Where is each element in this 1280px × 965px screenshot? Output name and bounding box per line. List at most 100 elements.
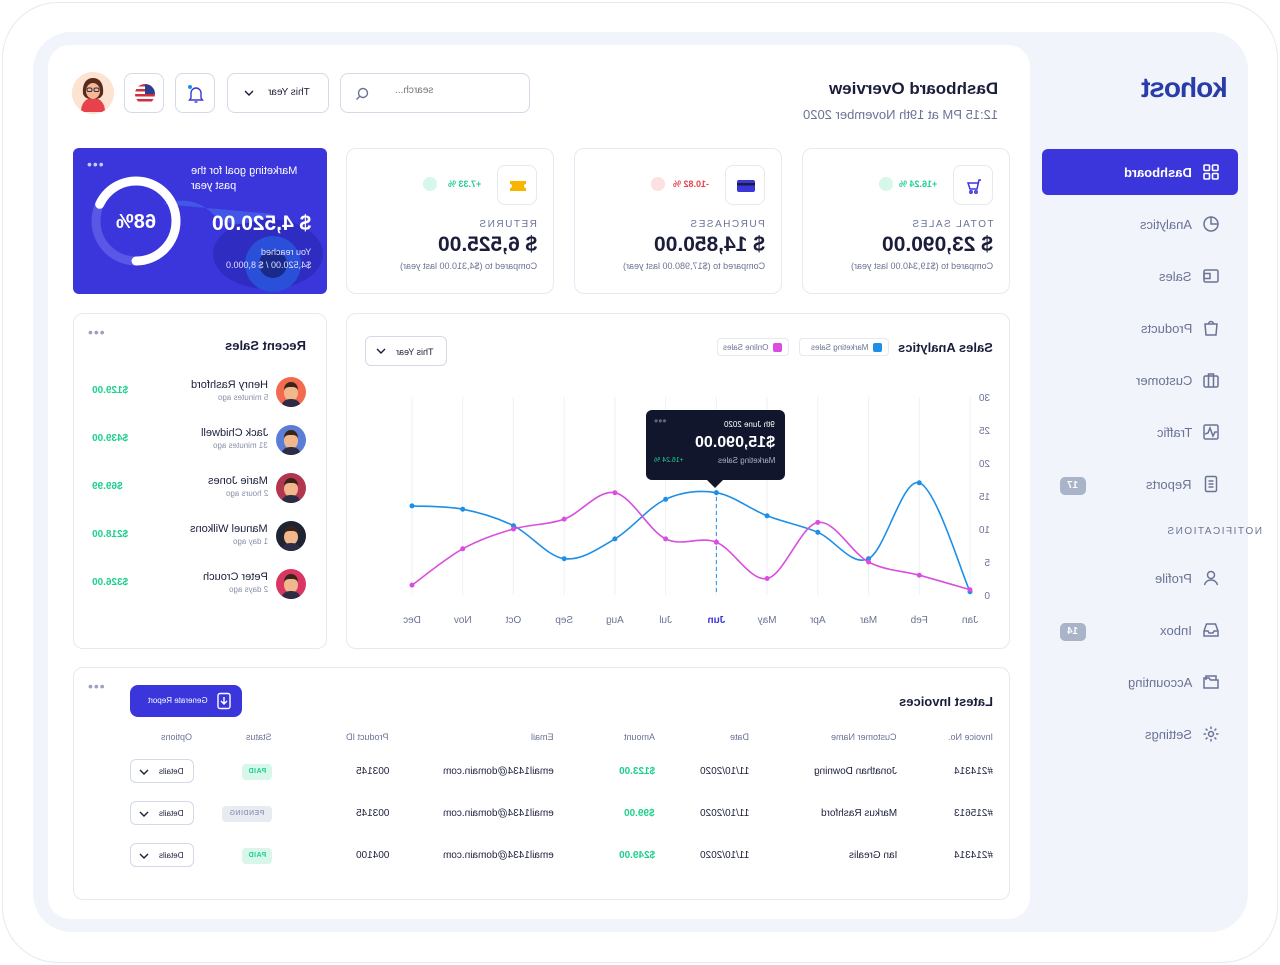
recent-sale-row[interactable]: Peter Crouch 2 days ago $326.00 — [74, 569, 326, 617]
data-point[interactable] — [967, 587, 973, 593]
data-point[interactable] — [815, 529, 821, 535]
data-point[interactable] — [815, 519, 821, 525]
customer-name: Marie Jones — [208, 475, 268, 487]
data-point[interactable] — [916, 572, 922, 578]
data-point[interactable] — [460, 546, 466, 552]
data-point[interactable] — [866, 559, 872, 565]
card-menu-dots[interactable]: ••• — [88, 678, 106, 694]
stat-card-purchases[interactable]: -10.82 % PURCHASES $ 14,850.00 Compared … — [574, 148, 782, 294]
recent-sale-row[interactable]: Manuel Wilkons 1 day ago $218.00 — [74, 521, 326, 569]
sidebar-item-analytics[interactable]: Analytics — [1042, 201, 1238, 247]
data-point[interactable] — [612, 490, 618, 496]
data-point[interactable] — [612, 536, 618, 542]
search-input[interactable] — [395, 85, 515, 96]
data-point[interactable] — [510, 526, 516, 532]
sidebar-item-profile[interactable]: Profile — [1042, 555, 1238, 601]
sales-analytics-card: Sales Analytics Marketing Sales Online S… — [346, 313, 1010, 649]
y-tick-label: 25 — [978, 426, 990, 437]
data-point[interactable] — [460, 506, 466, 512]
search-box[interactable] — [340, 73, 530, 113]
status-badge: PAID — [242, 764, 272, 780]
recent-sale-row[interactable]: Jack Chidwell 31 minutes ago $439.00 — [74, 425, 326, 473]
stat-change: +7.33 % — [447, 179, 481, 189]
data-point[interactable] — [409, 582, 415, 588]
stat-label: TOTAL SALES — [910, 219, 993, 230]
cart-icon — [966, 179, 981, 194]
bell-icon — [188, 85, 204, 103]
x-tick-label: Nov — [454, 615, 472, 626]
sidebar-item-products[interactable]: Products — [1042, 305, 1238, 351]
details-dropdown[interactable]: Details — [130, 843, 194, 867]
card-menu-dots[interactable]: ••• — [88, 324, 106, 340]
details-dropdown[interactable]: Details — [130, 801, 194, 825]
invoice-number: #214314 — [954, 850, 993, 861]
x-tick-label: Jan — [962, 615, 978, 626]
language-button[interactable] — [124, 73, 164, 113]
year-filter-dropdown[interactable]: This Year — [227, 73, 329, 113]
notifications-button[interactable] — [175, 73, 215, 113]
goal-progress-ring — [91, 176, 181, 266]
document-icon — [1204, 475, 1218, 493]
customer-avatar — [276, 569, 306, 599]
customer-name: Jonathan Downing — [814, 766, 897, 777]
data-point[interactable] — [663, 536, 669, 542]
customer-name: Jack Chidwell — [200, 427, 268, 439]
customer-avatar — [276, 377, 306, 407]
app-logo[interactable]: kohost — [1142, 72, 1228, 103]
page-datetime: 12:15 PM at 19th November 2020 — [802, 107, 998, 122]
data-point[interactable] — [764, 576, 770, 581]
customer-email: email1434@domain.com — [443, 850, 554, 861]
legend-marketing-sales[interactable]: Marketing Sales — [799, 338, 889, 356]
tooltip-dots: ••• — [654, 414, 667, 428]
status-badge: PAID — [242, 848, 272, 864]
search-icon — [356, 87, 369, 100]
chart-year-dropdown[interactable]: This Year — [365, 336, 447, 366]
sidebar-item-reports[interactable]: 17 Reports — [1042, 461, 1238, 507]
sales-line-chart[interactable]: 0 5 10 15 20 25 30 Jan Feb Mar Apr May Jun Jul Aug Sep O… — [390, 380, 1000, 640]
data-point[interactable] — [409, 503, 415, 509]
data-point[interactable] — [713, 490, 719, 496]
details-dropdown[interactable]: Details — [130, 759, 194, 783]
customer-email: email1434@domain.com — [443, 808, 554, 819]
x-tick-label: Apr — [809, 615, 825, 626]
stat-card-returns[interactable]: +7.33 % RETURNS $ 6,525.00 Compared to (… — [346, 148, 554, 294]
sidebar-item-traffic[interactable]: Traffic — [1042, 409, 1238, 455]
legend-online-sales[interactable]: Online Sales — [717, 338, 789, 356]
stat-compare: Compared to ($4,310.00 last year) — [399, 261, 537, 271]
stat-change: -10.82 % — [672, 179, 709, 189]
data-point[interactable] — [561, 516, 567, 522]
card-menu-dots[interactable]: ••• — [87, 156, 105, 172]
sidebar-item-dashboard[interactable]: Dashboard — [1042, 149, 1238, 195]
data-point[interactable] — [916, 480, 922, 486]
sidebar-item-inbox[interactable]: 14 Inbox — [1042, 607, 1238, 653]
folder-icon — [1203, 675, 1219, 689]
recent-sale-row[interactable]: Marie Jones 2 hours ago $69.99 — [74, 473, 326, 521]
user-avatar[interactable] — [72, 72, 114, 114]
chevron-down-icon — [139, 769, 149, 775]
sidebar-item-settings[interactable]: Settings — [1042, 711, 1238, 757]
inbox-icon — [1203, 623, 1219, 637]
customer-avatar — [276, 473, 306, 503]
invoice-date: 11/10/2020 — [699, 808, 749, 819]
legend-swatch — [873, 343, 882, 352]
data-point[interactable] — [764, 513, 770, 519]
marketing-goal-card[interactable]: ••• Marketing goal for the past year $ 4… — [73, 148, 327, 294]
invoice-amount: $99.00 — [624, 808, 655, 819]
data-point[interactable] — [663, 496, 669, 502]
sidebar-item-label: Profile — [1155, 571, 1192, 586]
sidebar-item-accounting[interactable]: Accounting — [1042, 659, 1238, 705]
recent-sale-row[interactable]: Henry Rashford 5 minutes ago $129.00 — [74, 377, 326, 425]
y-tick-label: 30 — [978, 393, 990, 404]
sale-time: 5 minutes ago — [217, 393, 268, 402]
data-point[interactable] — [561, 556, 567, 562]
sidebar-item-sales[interactable]: Sales — [1042, 253, 1238, 299]
generate-report-button[interactable]: Generate Report — [130, 685, 242, 717]
series-line-marketing-sales — [411, 481, 971, 593]
sidebar-item-customer[interactable]: Customer — [1042, 357, 1238, 403]
data-point[interactable] — [713, 539, 719, 545]
stat-card-total-sales[interactable]: +16.24 % TOTAL SALES $ 23,090.00 Compare… — [802, 148, 1010, 294]
product-id: 004100 — [355, 850, 389, 861]
product-id: 003145 — [355, 766, 389, 777]
goal-reached: You reached $4,520.00 / $ 8,000.0 — [225, 247, 311, 270]
sidebar-item-label: Inbox — [1160, 623, 1192, 638]
